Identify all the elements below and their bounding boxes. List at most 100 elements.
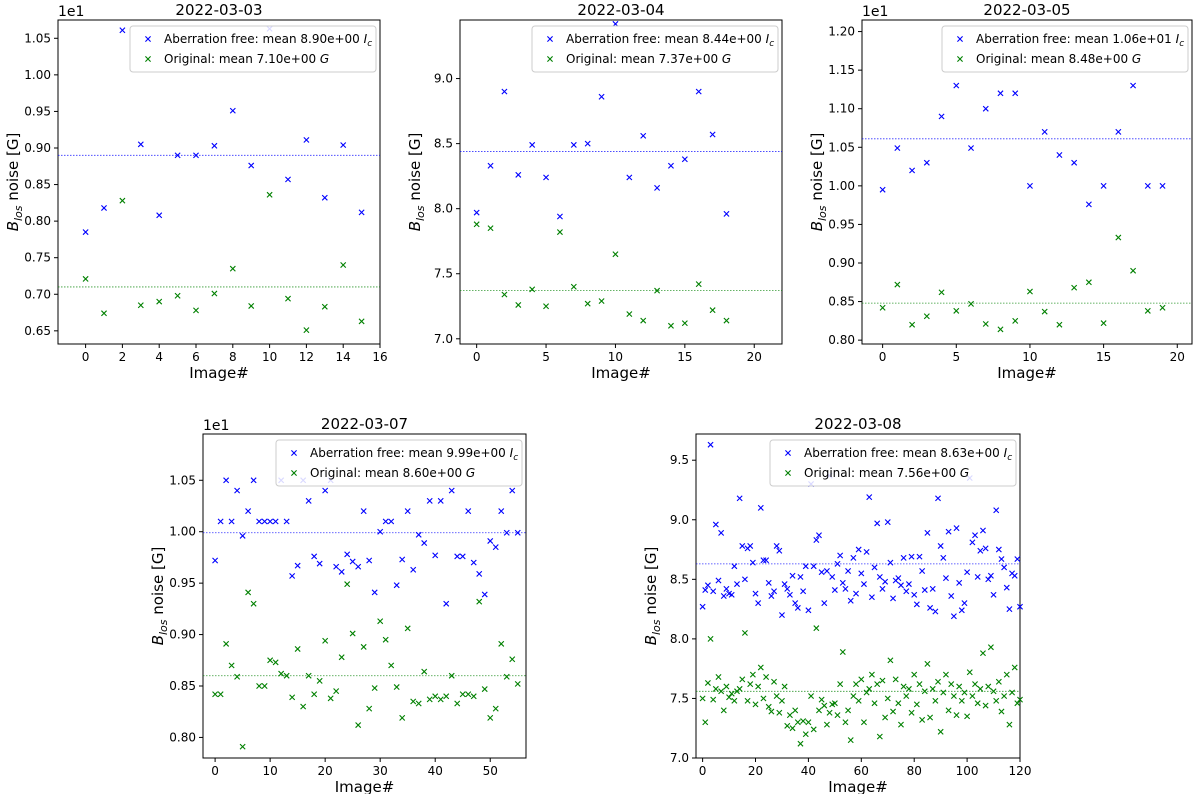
- legend-unit: I: [1004, 446, 1008, 460]
- data-point: [781, 683, 788, 690]
- data-point: [355, 722, 362, 729]
- data-point: [894, 145, 901, 152]
- data-point: [212, 557, 219, 564]
- data-point: [776, 709, 783, 716]
- data-point: [454, 553, 461, 560]
- data-point: [802, 563, 809, 570]
- y-tick-label: 7.5: [670, 691, 689, 705]
- data-point: [948, 681, 955, 688]
- data-point: [929, 585, 936, 592]
- data-point: [726, 694, 733, 701]
- data-point: [923, 159, 930, 166]
- y-tick-label: 7.0: [434, 332, 453, 346]
- data-point: [850, 554, 857, 561]
- data-point: [863, 689, 870, 696]
- data-point: [399, 556, 406, 563]
- data-point: [797, 740, 804, 747]
- data-point: [937, 728, 944, 735]
- data-point: [217, 691, 224, 698]
- data-point: [834, 560, 841, 567]
- data-point: [1041, 308, 1048, 315]
- data-point: [897, 582, 904, 589]
- data-point: [982, 702, 989, 709]
- data-point: [720, 593, 727, 599]
- data-point: [515, 301, 522, 308]
- data-point: [969, 539, 976, 546]
- data-point: [913, 701, 920, 708]
- data-point: [786, 712, 793, 719]
- y-offset-label: 1e1: [58, 4, 84, 20]
- legend-marker: [957, 36, 963, 42]
- data-point: [612, 251, 619, 258]
- data-point: [916, 553, 923, 560]
- data-point: [261, 518, 268, 525]
- y-tick-label: 0.95: [828, 217, 855, 231]
- data-point: [448, 487, 455, 494]
- data-point: [322, 637, 329, 644]
- data-point: [924, 529, 931, 536]
- data-point: [786, 591, 793, 598]
- data-point: [1012, 317, 1019, 324]
- data-point: [911, 671, 918, 678]
- data-point: [871, 564, 878, 571]
- data-point: [924, 660, 931, 667]
- x-tick-label: 0: [473, 350, 481, 364]
- x-tick-label: 14: [336, 350, 351, 364]
- data-point: [382, 636, 389, 643]
- legend-unit-subscript: c: [1179, 39, 1184, 49]
- data-point: [815, 707, 822, 714]
- legend-text: Original: mean 8.48e+00: [976, 52, 1128, 66]
- data-point: [837, 681, 844, 688]
- data-point: [847, 737, 854, 744]
- data-point: [543, 303, 550, 310]
- y-tick-label: 0.95: [169, 576, 196, 590]
- data-point: [426, 497, 433, 504]
- data-point: [707, 441, 714, 448]
- data-point: [715, 577, 722, 584]
- data-point: [234, 673, 241, 680]
- data-point: [874, 520, 881, 527]
- data-point: [741, 576, 748, 583]
- data-point: [966, 669, 973, 676]
- data-point: [882, 714, 889, 721]
- data-point: [503, 673, 510, 680]
- data-point: [842, 719, 849, 726]
- y-tick-label: 0.85: [828, 295, 855, 309]
- data-point: [217, 518, 224, 525]
- data-point: [404, 508, 411, 515]
- x-tick-label: 8: [229, 350, 237, 364]
- data-point: [340, 262, 347, 268]
- data-point: [938, 113, 945, 120]
- data-point: [903, 693, 910, 700]
- data-point: [529, 286, 536, 293]
- data-point: [1056, 321, 1063, 328]
- data-point: [945, 707, 952, 714]
- data-point: [895, 700, 902, 707]
- chart-title: 2022-03-03: [175, 1, 262, 19]
- data-point: [470, 693, 477, 700]
- data-point: [437, 696, 444, 703]
- data-point: [739, 542, 746, 549]
- data-point: [487, 714, 494, 721]
- data-point: [882, 578, 889, 585]
- legend-unit-subscript: c: [1007, 453, 1012, 463]
- data-point: [909, 321, 916, 328]
- data-point: [640, 132, 647, 139]
- data-point: [935, 495, 941, 502]
- data-point: [953, 82, 960, 89]
- data-point: [388, 662, 395, 669]
- data-point: [248, 302, 255, 309]
- legend-entry: Original: mean 8.60e+00 G: [310, 466, 475, 480]
- legend-unit-subscript: c: [367, 39, 372, 49]
- y-tick-label: 9.0: [434, 72, 453, 86]
- data-point: [757, 504, 764, 511]
- data-point: [948, 593, 955, 599]
- y-tick-label: 9.0: [670, 513, 689, 527]
- data-point: [410, 566, 417, 573]
- data-point: [789, 725, 796, 732]
- data-point: [723, 210, 730, 217]
- data-point: [1026, 182, 1033, 189]
- data-point: [415, 700, 422, 707]
- data-point: [942, 575, 949, 582]
- data-point: [556, 213, 563, 220]
